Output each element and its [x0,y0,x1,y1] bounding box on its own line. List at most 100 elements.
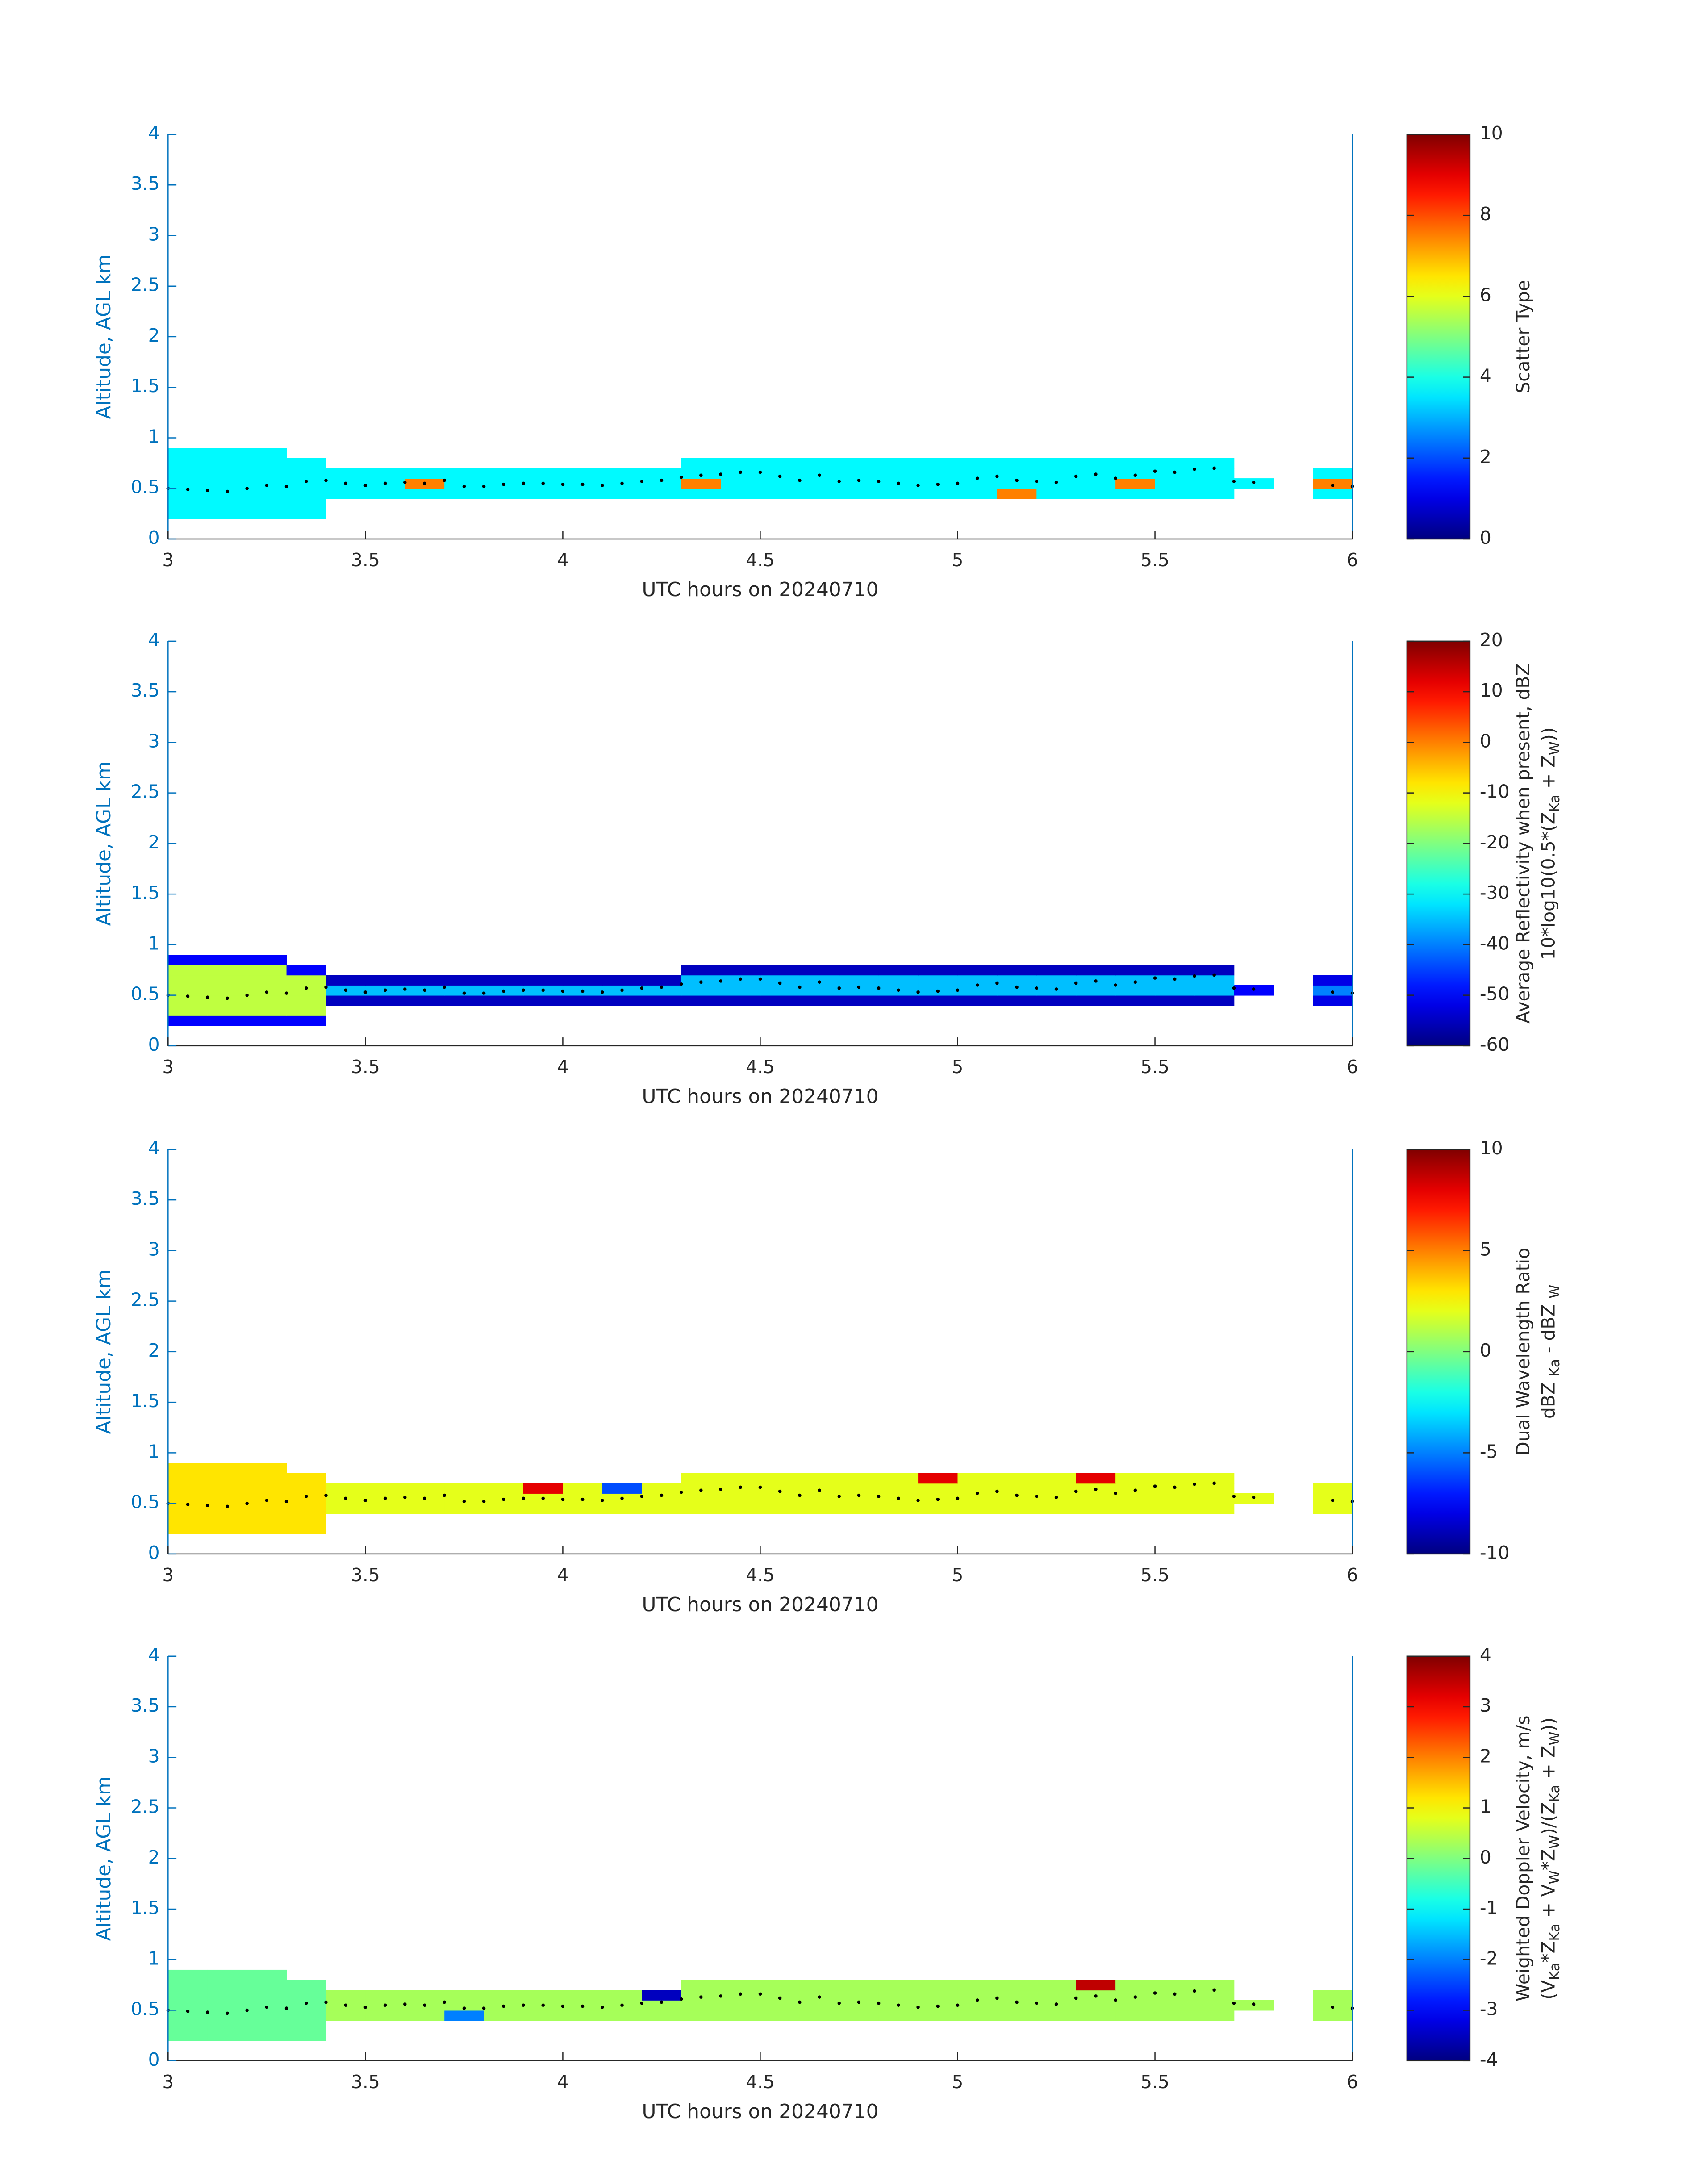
heat-cell [721,1493,761,1504]
overlay-point [482,485,486,488]
heat-cell [1194,1493,1235,1504]
overlay-point [462,485,466,488]
overlay-point [1074,1996,1078,2000]
colorbar-label: Dual Wavelength Ratio [1512,1248,1534,1456]
heat-cell [642,2000,682,2011]
heat-cell [563,1503,603,1514]
heat-cell [839,1473,879,1484]
overlay-point [660,1493,664,1497]
heat-cell [642,1493,682,1504]
heat-cell [207,1990,248,2001]
heat-cell [839,2000,879,2011]
heat-cell [681,1990,721,2001]
overlay-point [818,1995,821,1999]
heat-cell [247,488,287,499]
heat-cell [247,965,287,976]
overlay-point [1232,986,1236,990]
colorbar-tick-label: -4 [1480,2049,1498,2070]
heat-cell [1155,965,1195,976]
heat-cell [247,468,287,479]
heat-cell [286,2010,326,2021]
overlay-point [265,990,269,994]
overlay-point [660,2000,664,2004]
overlay-point [186,1503,190,1506]
overlay-point [1035,1495,1039,1498]
overlay-point [660,478,664,482]
x-tick-label: 6 [1347,1056,1358,1078]
overlay-point [423,1496,426,1500]
heat-cell [1313,1990,1353,2001]
heat-cell [484,995,524,1006]
overlay-point [739,1485,743,1489]
heat-cell [563,468,603,479]
heat-cell [168,1483,208,1494]
heat-cell [1155,1473,1195,1484]
y-tick-label: 0.5 [131,1492,160,1513]
overlay-point [1074,474,1078,478]
label-text: Weighted Doppler Velocity, m/s [1512,1716,1534,2002]
heat-cell [207,1463,248,1474]
y-tick-label: 3 [148,1238,160,1260]
overlay-point [522,1496,525,1500]
heat-cell [839,478,879,489]
heat-cell [168,2010,208,2021]
overlay-point [798,985,802,989]
heat-cell [799,2000,840,2011]
y-tick-label: 1.5 [131,375,160,397]
heat-cell [642,2010,682,2021]
heat-cell [602,488,643,499]
heat-cell [286,509,326,519]
heat-cell [760,2000,800,2011]
overlay-point [758,470,762,474]
heat-cell [444,478,484,489]
y-tick-label: 2.5 [131,274,160,296]
heat-cell [721,965,761,976]
overlay-point [1094,472,1098,476]
heat-cell [1076,1503,1116,1514]
heat-cell [957,975,998,986]
heat-cell [207,448,248,459]
heat-cell [1076,1980,1116,1991]
overlay-point [699,1488,703,1492]
colorbar [1406,1149,1471,1555]
overlay-point [226,489,229,493]
overlay-point [403,987,407,991]
heat-cell [799,2010,840,2021]
heat-cell [1115,478,1156,489]
heat-cell [957,478,998,489]
overlay-point [956,2003,960,2007]
overlay-point [226,1504,229,1508]
heat-cell [405,1483,445,1494]
overlay-point [837,480,841,483]
overlay-point [561,989,565,993]
overlay-point [363,1499,367,1502]
heat-cell [799,478,840,489]
colorbar-tick-label: -60 [1480,1034,1510,1055]
heat-cell [997,478,1037,489]
overlay-point [857,1493,861,1497]
heat-cell [247,2010,287,2021]
heat-cell [681,1503,721,1514]
heat-cell [997,985,1037,996]
heat-cell [878,1473,919,1484]
heat-cell [997,965,1037,976]
heat-cell [799,468,840,479]
overlay-point [245,993,249,997]
colorbar [1406,640,1471,1047]
heat-cell [247,448,287,459]
overlay-point [1094,1994,1098,1998]
overlay-point [541,481,545,485]
heat-cell [405,488,445,499]
colorbar-tick-label: 20 [1480,629,1503,651]
overlay-point [1015,2000,1019,2004]
heat-cell [602,468,643,479]
y-tick-label: 1 [148,1441,160,1462]
heat-cell [1155,2000,1195,2011]
heat-cell [721,488,761,499]
heat-cell [168,448,208,459]
label-text: + Z [1538,755,1559,794]
heat-cell [918,1980,958,1991]
overlay-point [857,2000,861,2004]
heat-cell [1194,965,1235,976]
heat-cell [1036,965,1077,976]
